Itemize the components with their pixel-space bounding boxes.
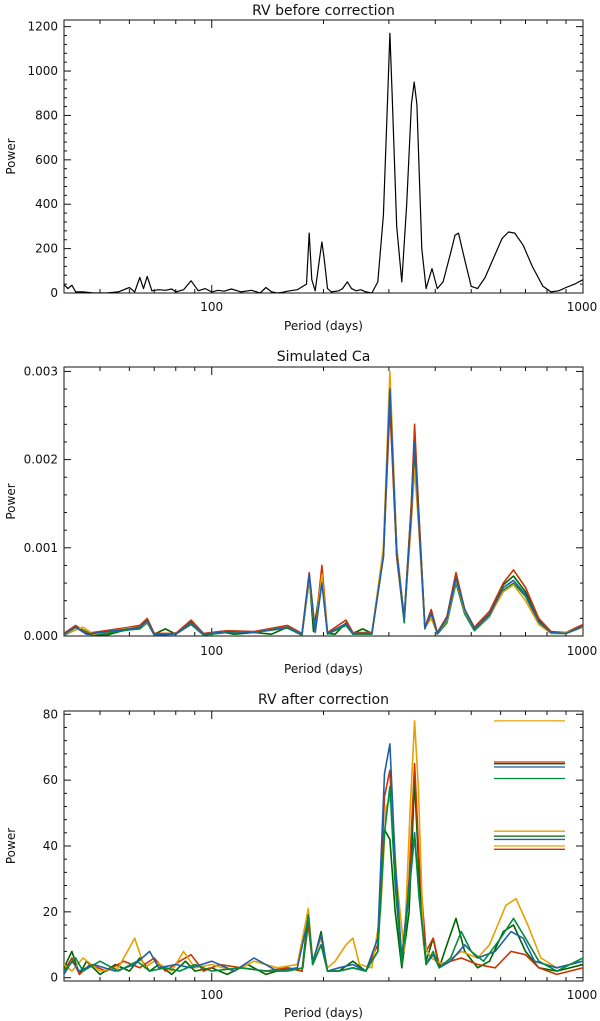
y-tick-label: 0.003 [24,364,58,378]
y-tick-label: 20 [43,905,58,919]
chart-panel-1: RV before correction 0 200 400 600 800 1000 120… [4,3,597,333]
chart-title: Simulated Ca [277,349,371,365]
series-line-5 [64,388,583,635]
x-tick-label: 1000 [567,644,598,658]
x-axis-label: Period (days) [284,1006,363,1020]
y-tick-label: 0 [50,971,58,985]
chart-title: RV before correction [252,3,395,19]
x-tick-label: 100 [200,988,223,1002]
x-axis-label: Period (days) [284,662,363,676]
y-tick-label: 40 [43,839,58,853]
y-tick-label: 80 [43,707,58,721]
y-axis-label: Power [4,828,18,864]
y-tick-label: 1200 [27,20,58,34]
chart-panel-3: RV after correction 0 20 40 60 80 100 1000 Perio… [4,692,597,1020]
y-tick-label: 600 [35,153,58,167]
y-tick-label: 400 [35,197,58,211]
y-tick-label: 0.002 [24,453,58,467]
y-axis-label: Power [4,138,18,174]
series-line-4 [64,743,583,976]
chart-title: RV after correction [258,692,389,708]
series-line-3 [64,720,583,972]
x-tick-label: 100 [200,644,223,658]
y-tick-label: 200 [35,242,58,256]
series-line-5 [64,785,583,972]
series-line-1 [64,32,583,293]
y-tick-label: 0 [50,286,58,300]
y-tick-label: 60 [43,773,58,787]
y-tick-label: 0.001 [24,541,58,555]
y-tick-label: 0.000 [24,629,58,643]
x-axis-label: Period (days) [284,319,363,333]
chart-panel-2: Simulated Ca 0.000 0.001 0.002 0.003 100 1000 P… [4,349,597,676]
x-tick-label: 1000 [567,988,598,1002]
y-tick-label: 1000 [27,64,58,78]
y-axis-label: Power [4,483,18,519]
y-tick-label: 800 [35,108,58,122]
x-tick-label: 1000 [567,300,598,314]
x-tick-label: 100 [200,300,223,314]
